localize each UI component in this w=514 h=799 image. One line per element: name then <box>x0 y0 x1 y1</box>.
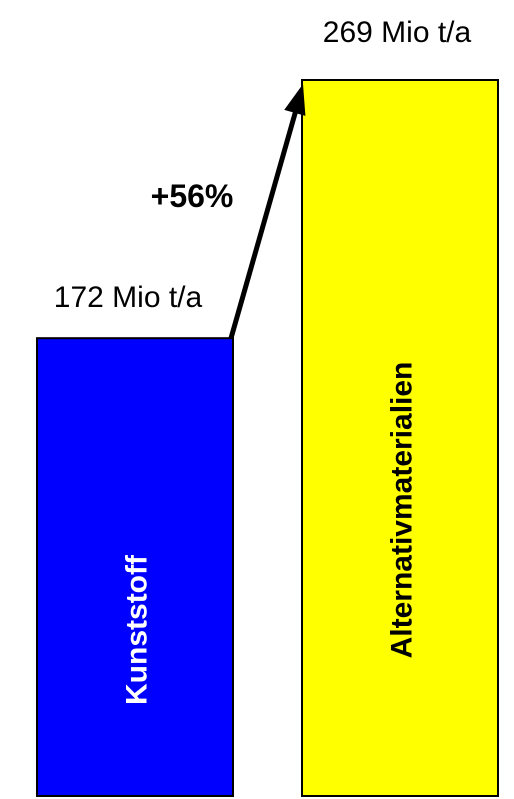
bar-kunststoff <box>36 337 234 797</box>
growth-arrow-head <box>284 84 306 116</box>
growth-arrow-line <box>228 95 303 339</box>
labels-layer: Kunststoff 172 Mio t/a Alternativmateriali… <box>54 16 472 705</box>
growth-arrow <box>228 84 306 339</box>
bars-layer <box>36 79 499 797</box>
bar-alternativmaterialien <box>301 79 499 797</box>
value-label-kunststoff: 172 Mio t/a <box>54 281 203 314</box>
bar-label-alternativmaterialien: Alternativmaterialien <box>386 362 419 659</box>
bar-label-kunststoff: Kunststoff <box>121 554 154 705</box>
change-label: +56% <box>151 178 234 214</box>
value-label-alternativmaterialien: 269 Mio t/a <box>323 16 472 49</box>
